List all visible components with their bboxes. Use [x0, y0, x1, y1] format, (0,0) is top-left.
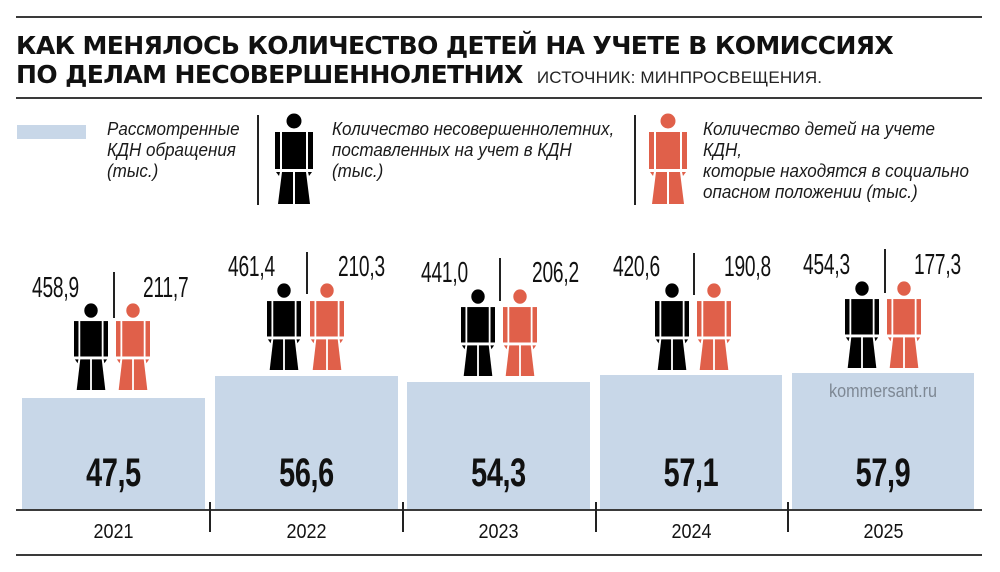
year-label-2021: 2021 [93, 521, 134, 543]
person-icon-red [310, 283, 344, 370]
dangerous-value-2022: 210,3 [338, 251, 385, 283]
pair-divider [884, 249, 886, 293]
registered-value-2024: 420,6 [613, 251, 660, 283]
dangerous-value-2023: 206,2 [532, 257, 579, 289]
dangerous-value-2024: 190,8 [724, 251, 771, 283]
person-icon-black [461, 289, 495, 376]
year-separator [595, 502, 597, 532]
pair-divider [306, 252, 308, 294]
person-icon-red [116, 303, 150, 390]
source-note: ИСТОЧНИК: МИНПРОСВЕЩЕНИЯ. [536, 68, 823, 87]
person-icon-red [887, 281, 921, 368]
person-icon-black [275, 113, 313, 204]
dangerous-value-2025: 177,3 [914, 249, 961, 281]
chart-title-line2: ПО ДЕЛАМ НЕСОВЕРШЕННОЛЕТНИХ [16, 60, 523, 89]
bar-value: 54,3 [471, 451, 526, 495]
legend-divider [634, 115, 636, 205]
year-separator [787, 502, 789, 532]
year-separator [209, 502, 211, 532]
person-icon-black [267, 283, 301, 370]
registered-value-2023: 441,0 [421, 257, 468, 289]
registered-value-2025: 454,3 [803, 249, 850, 281]
bar-value: 47,5 [86, 451, 141, 495]
person-icon-red [649, 113, 687, 204]
top-rule [16, 16, 982, 18]
person-icon-red [697, 283, 731, 370]
legend-divider [257, 115, 259, 205]
bottom-rule [16, 554, 982, 556]
legend-label-appeals: Рассмотренные КДН обращения (тыс.) [107, 118, 240, 181]
person-icon-black [845, 281, 879, 368]
person-icon-red [503, 289, 537, 376]
bar-value: 57,9 [855, 451, 911, 495]
year-separator [402, 502, 404, 532]
year-label-2025: 2025 [863, 521, 904, 543]
chart-title-line2-wrap: ПО ДЕЛАМ НЕСОВЕРШЕННОЛЕТНИХ ИСТОЧНИК: МИН… [16, 60, 822, 92]
chart-title-line1: КАК МЕНЯЛОСЬ КОЛИЧЕСТВО ДЕТЕЙ НА УЧЕТЕ В… [16, 31, 894, 60]
bar-2024: 57,1 [600, 375, 782, 510]
legend-label-registered: Количество несовершеннолетних, поставлен… [332, 118, 615, 181]
pair-divider [499, 258, 501, 301]
legend-label-dangerous: Количество детей на учете КДН, которые н… [703, 118, 970, 202]
year-label-2024: 2024 [671, 521, 712, 543]
bar-value: 57,1 [663, 451, 719, 495]
registered-value-2022: 461,4 [228, 251, 275, 283]
legend-swatch-appeals [17, 125, 86, 139]
bar-2025: kommersant.ru 57,9 [792, 373, 974, 510]
x-axis-line [16, 509, 982, 511]
header-bottom-rule [16, 97, 982, 99]
bar-2021: 47,5 [22, 398, 205, 510]
registered-value-2021: 458,9 [32, 272, 79, 304]
watermark: kommersant.ru [828, 381, 938, 401]
dangerous-value-2021: 211,7 [143, 272, 189, 304]
bar-2022: 56,6 [215, 376, 398, 510]
person-icon-black [74, 303, 108, 390]
bar-value: 56,6 [279, 451, 334, 495]
pair-divider [113, 272, 115, 318]
person-icon-black [655, 283, 689, 370]
pair-divider [693, 253, 695, 295]
bar-2023: 54,3 [407, 382, 590, 510]
year-label-2023: 2023 [478, 521, 519, 543]
year-label-2022: 2022 [286, 521, 327, 543]
